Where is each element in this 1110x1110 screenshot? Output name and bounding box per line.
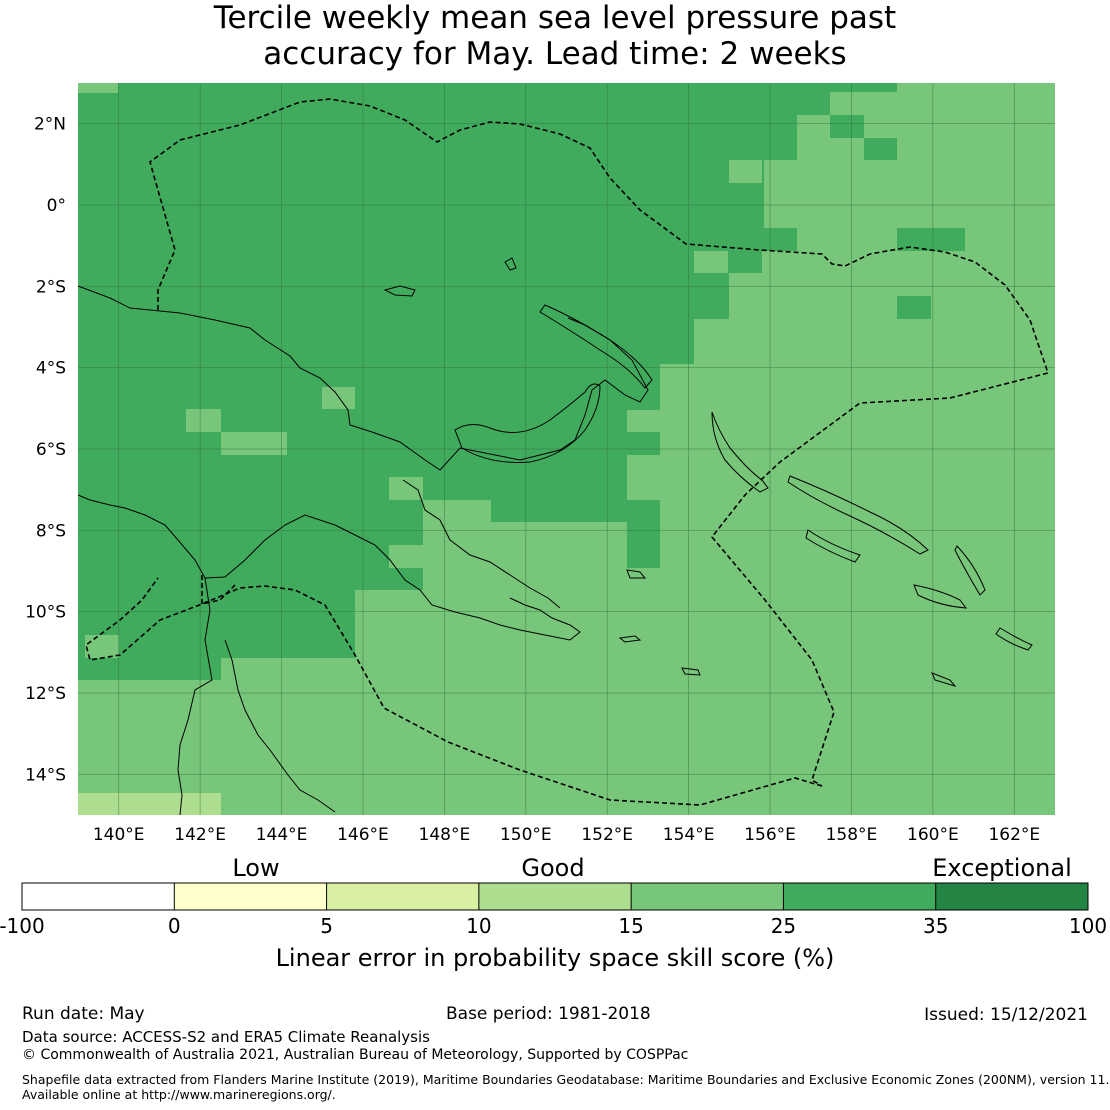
colorbar-swatches <box>22 883 1089 910</box>
latitude-tick-label: 10°S <box>25 603 66 623</box>
latitude-tick-label: 2°S <box>36 277 66 297</box>
copyright: © Commonwealth of Australia 2021, Austra… <box>22 1047 689 1063</box>
run-date: Run date: May <box>22 1004 145 1024</box>
colorbar-swatch <box>783 883 937 910</box>
mussau <box>504 257 517 271</box>
latitude-tick-label: 6°S <box>36 440 66 460</box>
issued-date: Issued: 15/12/2021 <box>924 1005 1088 1025</box>
skill-patch <box>830 115 864 138</box>
bougainville <box>711 411 769 493</box>
longitude-tick-label: 162°E <box>988 825 1040 845</box>
map-title: Tercile weekly mean sea level pressure p… <box>0 0 1110 72</box>
skill-patch <box>322 387 355 409</box>
longitude-tick-label: 144°E <box>256 825 308 845</box>
skill-patch <box>694 251 728 273</box>
skill-patch <box>221 432 287 455</box>
category-good: Good <box>521 854 584 882</box>
shapefile-credit-1: Shapefile data extracted from Flanders M… <box>22 1072 1110 1087</box>
colorbar-tick-label: 15 <box>618 914 643 938</box>
colorbar-tick-label: 5 <box>320 914 333 938</box>
longitude-tick-label: 140°E <box>93 825 145 845</box>
skill-patch <box>864 138 897 160</box>
colorbar-tick-label: -100 <box>0 914 45 938</box>
new-georgia <box>805 529 861 563</box>
woodlark <box>681 667 701 676</box>
data-source: Data source: ACCESS-S2 and ERA5 Climate … <box>22 1028 430 1046</box>
colorbar-frame <box>21 882 1089 911</box>
colorbar: Low Good Exceptional -100 0 5 10 15 25 35 100 L… <box>0 854 1107 972</box>
title-line-1: Tercile weekly mean sea level pressure p… <box>213 0 897 36</box>
coastlines <box>77 257 1033 816</box>
cape-york-peninsula <box>177 577 213 816</box>
colorbar-tick-label: 10 <box>466 914 491 938</box>
malaita <box>954 545 986 596</box>
shapefile-credit-2: Available online at http://www.marinereg… <box>22 1087 336 1102</box>
colorbar-tick-label: 0 <box>168 914 181 938</box>
longitude-tick-label: 152°E <box>581 825 633 845</box>
skill-region-10-15 <box>78 793 221 815</box>
louisiade <box>618 635 642 643</box>
latitude-tick-label: 0° <box>47 196 66 216</box>
title-line-2: accuracy for May. Lead time: 2 weeks <box>263 36 847 72</box>
png-eez-boundary <box>149 98 1050 787</box>
skill-patch <box>897 296 931 319</box>
skill-patch <box>85 635 119 658</box>
colorbar-swatch <box>22 883 175 910</box>
new-guinea-north-coast <box>77 285 649 471</box>
skill-region-15-25 <box>78 83 1055 815</box>
skill-patch <box>389 477 423 500</box>
latitude-tick-label: 12°S <box>25 684 66 704</box>
colorbar-swatch <box>935 883 1089 910</box>
longitude-labels: 140°E 142°E 144°E 146°E 148°E 150°E 152°E 154°E… <box>93 825 1040 845</box>
longitude-tick-label: 156°E <box>744 825 796 845</box>
longitude-tick-label: 150°E <box>500 825 552 845</box>
longitude-tick-label: 148°E <box>419 825 471 845</box>
skill-patch <box>78 83 118 93</box>
colorbar-swatch <box>174 883 328 910</box>
colorbar-tick-label: 100 <box>1069 914 1107 938</box>
skill-patch <box>729 160 762 183</box>
colorbar-title: Linear error in probability space skill … <box>276 944 835 972</box>
cape-york-east-coast <box>224 639 336 813</box>
new-ireland <box>539 304 653 389</box>
longitude-tick-label: 142°E <box>174 825 226 845</box>
san-cristobal <box>995 627 1033 651</box>
category-exceptional: Exceptional <box>932 854 1072 882</box>
map-panel <box>77 83 1055 816</box>
colorbar-tick-label: 35 <box>923 914 948 938</box>
base-period: Base period: 1981-2018 <box>446 1004 651 1024</box>
colorbar-ticks: -100 0 5 10 15 25 35 100 <box>0 883 1107 938</box>
maritime-boundaries <box>85 98 1050 806</box>
guadalcanal <box>913 584 968 609</box>
longitude-tick-label: 154°E <box>663 825 715 845</box>
category-low: Low <box>232 854 279 882</box>
latitude-tick-label: 8°S <box>36 521 66 541</box>
colorbar-tick-label: 25 <box>771 914 796 938</box>
latitude-tick-label: 4°S <box>36 359 66 379</box>
colorbar-swatch <box>326 883 480 910</box>
admiralty-islands <box>383 285 416 297</box>
new-guinea-south-coast <box>77 494 581 641</box>
latitude-labels: 2°N 0° 2°S 4°S 6°S 8°S 10°S 12°S 14°S <box>25 115 66 786</box>
colorbar-swatch <box>478 883 632 910</box>
gridlines <box>78 83 1055 815</box>
new-britain <box>454 383 601 463</box>
longitude-tick-label: 160°E <box>907 825 959 845</box>
latitude-tick-label: 2°N <box>34 115 66 135</box>
longitude-tick-label: 146°E <box>337 825 389 845</box>
solomon-islands-chain <box>787 475 929 555</box>
gulf-of-papua-coast <box>402 479 561 609</box>
skill-patch <box>897 228 965 251</box>
latitude-tick-label: 14°S <box>25 765 66 785</box>
skill-patch <box>186 409 221 432</box>
colorbar-swatch <box>631 883 784 910</box>
torres-strait-boundary <box>201 575 236 605</box>
longitude-tick-label: 158°E <box>826 825 878 845</box>
trobriand <box>626 569 647 579</box>
rennell <box>931 672 957 687</box>
png-australia-boundary <box>85 577 823 806</box>
